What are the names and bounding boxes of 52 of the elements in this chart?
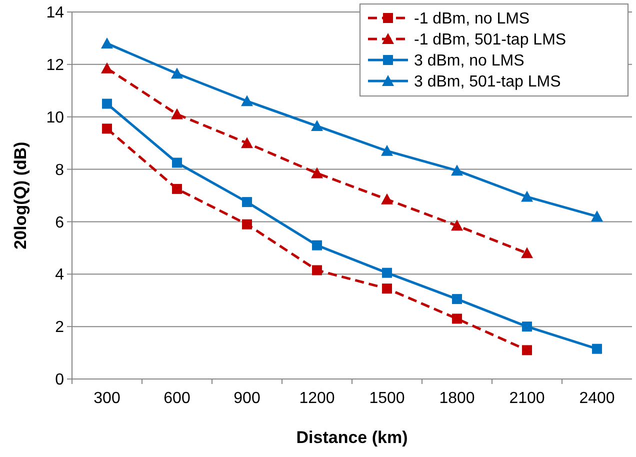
point [311,167,323,178]
x-tick-label: 2100 [509,390,545,407]
x-tick-label: 1500 [369,390,405,407]
x-tick-label: 1800 [439,390,475,407]
point [521,247,533,258]
y-tick-label: 2 [55,319,64,336]
point [242,197,252,208]
y-tick-label: 10 [46,109,64,126]
y-tick-label: 0 [55,372,64,389]
legend-label: 3 dBm, 501-tap LMS [414,74,561,91]
point [311,120,323,132]
point [101,37,113,48]
point [241,95,253,106]
point [241,137,253,148]
point [312,265,322,276]
point [522,345,532,356]
point [591,210,603,222]
point [172,184,182,194]
x-tick-label: 2400 [579,390,615,407]
point [101,62,113,74]
point [171,108,183,120]
point [381,144,393,156]
point [522,322,532,332]
point [102,98,112,109]
x-tick-label: 900 [234,390,260,407]
y-axis-title: 20log(Q) (dB) [11,142,30,250]
point [242,219,252,230]
x-tick-label: 1200 [299,390,335,407]
y-tick-label: 14 [46,4,64,22]
point [592,344,602,354]
point [171,68,183,79]
y-tick-label: 8 [55,162,64,179]
y-tick-label: 12 [46,57,64,74]
legend-label: -1 dBm, 501-tap LMS [414,32,566,49]
point [312,240,322,250]
x-tick-label: 300 [94,390,120,407]
point [382,284,392,294]
y-tick-label: 6 [55,214,64,232]
x-tick-label: 600 [164,390,190,407]
point [452,294,462,304]
point [452,314,462,324]
point [102,124,112,134]
legend-label: -1 dBm, no LMS [414,10,530,28]
point [381,193,393,204]
point [172,158,182,168]
y-tick-label: 4 [55,266,64,284]
legend-label: 3 dBm, no LMS [414,52,524,70]
x-axis-title: Distance (km) [296,428,408,447]
point [521,190,533,202]
point [451,220,463,231]
point [451,164,463,176]
point [382,268,392,278]
